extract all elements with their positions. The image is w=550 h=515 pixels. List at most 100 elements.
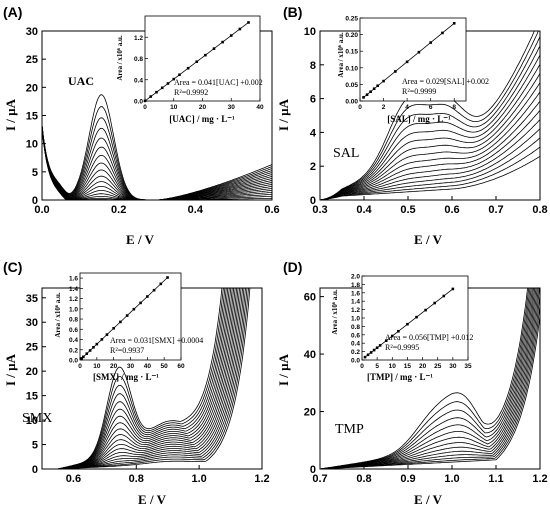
- inset-data-point: [375, 346, 379, 350]
- inset-data-point: [415, 315, 418, 319]
- panel-a-inset-equation: Area = 0.041[UAC] +0.002: [174, 78, 263, 87]
- inset-data-point: [146, 295, 149, 298]
- inset-x-tick-label: 40: [144, 363, 152, 370]
- panel-d-inset-r2: R²=0.9995: [385, 343, 419, 352]
- panel-a-letter: (A): [3, 4, 22, 20]
- inset-data-point: [424, 308, 427, 312]
- inset-data-point: [88, 349, 92, 352]
- inset-data-point: [139, 301, 142, 305]
- panel-c-analyte-label: SMX: [22, 411, 52, 426]
- inset-y-tick-label: 1.4: [69, 286, 78, 293]
- inset-x-tick-label: 40: [256, 104, 264, 111]
- x-tick-label: 0.2: [111, 204, 126, 216]
- y-tick-label: 30: [26, 317, 38, 329]
- inset-data-point: [119, 320, 122, 324]
- inset-x-tick-label: 25: [434, 363, 442, 370]
- y-tick-label: 8: [310, 60, 316, 72]
- panel-d-curves: [320, 288, 540, 469]
- panel-a-inset-ylabel: Area / x10⁶ a.u.: [116, 35, 124, 81]
- voltammogram-curve: [42, 288, 223, 469]
- inset-data-point: [405, 60, 409, 64]
- x-tick-label: 1.2: [532, 473, 547, 485]
- panel-b-plot: 0.3 0.4 0.5 0.6 0.7 0.8 0 2 4 6 8 10: [304, 26, 548, 216]
- y-tick-label: 20: [304, 407, 316, 419]
- panel-a-inset-r2: R²=0.9992: [174, 88, 208, 97]
- inset-data-point: [105, 333, 109, 336]
- inset-data-point: [397, 329, 400, 333]
- panel-d-inset: 0 5 10 15 20 25 30 35 0.0 0.20.4 0.60.81.0 1.21.4 1.…: [351, 274, 472, 371]
- inset-data-point: [429, 41, 432, 44]
- inset-data-point: [369, 351, 373, 354]
- inset-data-point: [132, 307, 136, 311]
- inset-data-point: [143, 99, 147, 103]
- inset-y-tick-label: 0.2: [69, 347, 78, 354]
- x-tick-label: 1.1: [488, 473, 503, 485]
- inset-data-point: [384, 339, 388, 342]
- voltammogram-curve: [320, 54, 540, 200]
- inset-data-point: [366, 353, 370, 357]
- panel-d-inset-ylabel: Area / x10⁶ a.u.: [331, 289, 339, 335]
- x-tick-label: 1.2: [254, 473, 269, 485]
- inset-data-point: [376, 84, 379, 88]
- inset-y-tick-label: 2.0: [351, 274, 360, 281]
- voltammogram-curve: [320, 128, 540, 200]
- panel-b-inset-xlabel: [SAL] / mg · L⁻¹: [387, 114, 451, 124]
- inset-x-tick-label: 60: [177, 363, 185, 370]
- inset-data-point: [394, 70, 397, 73]
- y-tick-label: 10: [304, 26, 316, 38]
- x-tick-label: 0.7: [488, 204, 503, 216]
- inset-data-point: [166, 276, 169, 279]
- inset-y-tick-label: 0.4: [69, 337, 78, 344]
- panel-b-inset-ylabel: Area / x10⁶ a.u.: [337, 32, 345, 78]
- inset-x-tick-label: 10: [93, 363, 101, 370]
- voltammogram-curve: [320, 119, 540, 200]
- panel-b-curves: [320, 31, 540, 200]
- voltammogram-curve: [320, 110, 540, 200]
- inset-x-tick-label: 20: [419, 363, 427, 370]
- x-tick-label: 0.4: [188, 204, 204, 216]
- inset-data-point: [417, 50, 421, 54]
- inset-x-tick-label: 20: [199, 104, 207, 111]
- inset-data-point: [372, 87, 376, 91]
- inset-data-point: [155, 90, 158, 94]
- inset-y-tick-label: 0.2: [351, 349, 360, 356]
- inset-y-tick-label: 1.0: [69, 306, 78, 313]
- y-tick-label: 15: [26, 111, 38, 123]
- panel-b-analyte-label: SAL: [333, 146, 359, 161]
- inset-data-point: [166, 82, 170, 85]
- x-tick-label: 0.4: [356, 204, 372, 216]
- panel-d-ylabel: I / µA: [276, 353, 291, 386]
- inset-y-tick-label: 0.0: [69, 358, 78, 365]
- inset-data-point: [382, 79, 385, 83]
- panel-c-inset-xlabel: [SMX] / mg · L⁻¹: [93, 372, 159, 382]
- inset-y-tick-label: 1.4: [351, 299, 360, 306]
- x-tick-label: 0.6: [264, 204, 279, 216]
- voltammogram-curve: [320, 137, 540, 200]
- panel-b-inset: 0 2 4 6 8 0.00 0.05 0.10 0.15 0.20 0.25: [345, 16, 467, 111]
- x-tick-label: 0.5: [400, 204, 415, 216]
- voltammogram-curve: [320, 31, 539, 200]
- inset-y-tick-label: 0.8: [69, 317, 78, 324]
- panel-c-ylabel: I / µA: [3, 353, 18, 386]
- inset-x-tick-label: 30: [127, 363, 135, 370]
- inset-y-tick-label: 1.6: [351, 290, 360, 297]
- voltammogram-curve: [320, 36, 540, 200]
- panel-b-inset-equation: Area = 0.029[SAL] +0.002: [402, 77, 489, 86]
- panel-a-inset: 0 10 20 30 40 0.0 0.4 0.8 1.2: [134, 15, 264, 111]
- inset-data-point: [442, 294, 446, 298]
- panel-c-xlabel: E / V: [138, 492, 167, 507]
- inset-x-tick-label: 0: [358, 104, 362, 111]
- inset-data-point: [100, 338, 104, 341]
- voltammogram-curve: [320, 91, 540, 200]
- inset-data-point: [452, 22, 456, 25]
- inset-data-point: [82, 355, 85, 359]
- inset-x-tick-label: 10: [389, 363, 397, 370]
- panel-c-inset-r2: R²=0.9937: [110, 346, 144, 355]
- x-tick-label: 0.7: [312, 473, 327, 485]
- y-tick-label: 35: [26, 293, 38, 305]
- panel-d-inset-equation: Area = 0.056[TMP] +0.012: [385, 333, 473, 342]
- y-tick-label: 6: [310, 94, 316, 106]
- x-tick-label: 0.3: [312, 204, 327, 216]
